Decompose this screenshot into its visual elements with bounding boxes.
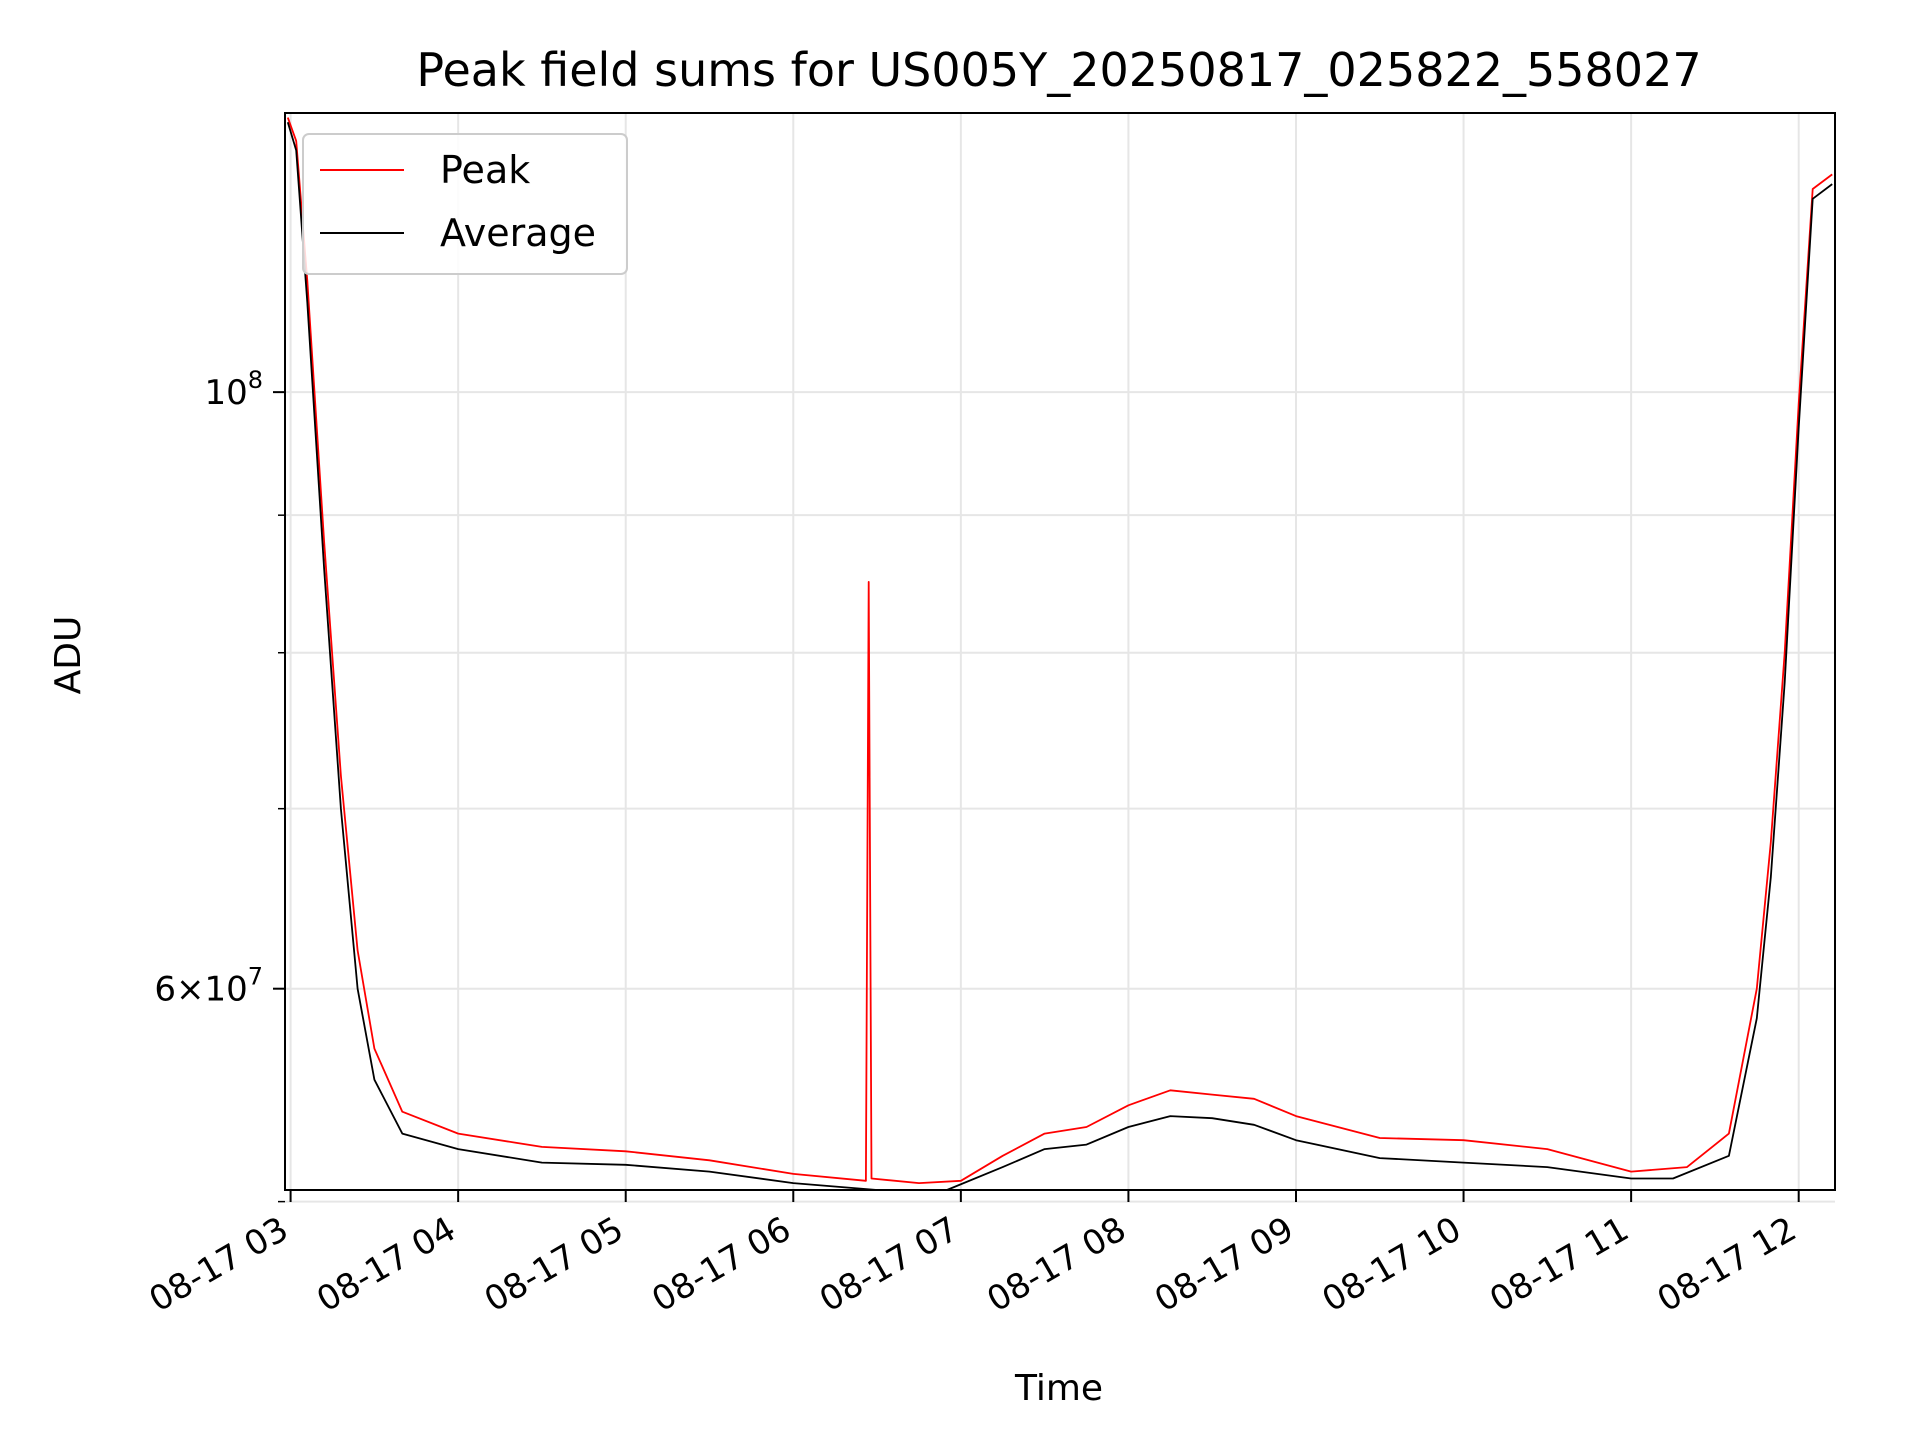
grid-layer (285, 113, 1835, 1203)
series-line-average (286, 121, 1833, 1191)
y-tick-label: 6×107 (154, 963, 263, 1010)
series-line-peak (286, 117, 1833, 1184)
x-axis-label: Time (1014, 1368, 1103, 1409)
y-tick-label: 108 (204, 366, 263, 413)
legend: Peak Average (302, 133, 628, 275)
plot-frame (284, 112, 1836, 1191)
legend-label-average: Average (440, 211, 596, 255)
series-layer (286, 117, 1833, 1191)
chart-title: Peak field sums for US005Y_20250817_0258… (416, 43, 1701, 97)
y-axis-label: ADU (48, 616, 89, 695)
legend-label-peak: Peak (440, 148, 530, 192)
y-axis: 108 6×107 (154, 366, 285, 1203)
